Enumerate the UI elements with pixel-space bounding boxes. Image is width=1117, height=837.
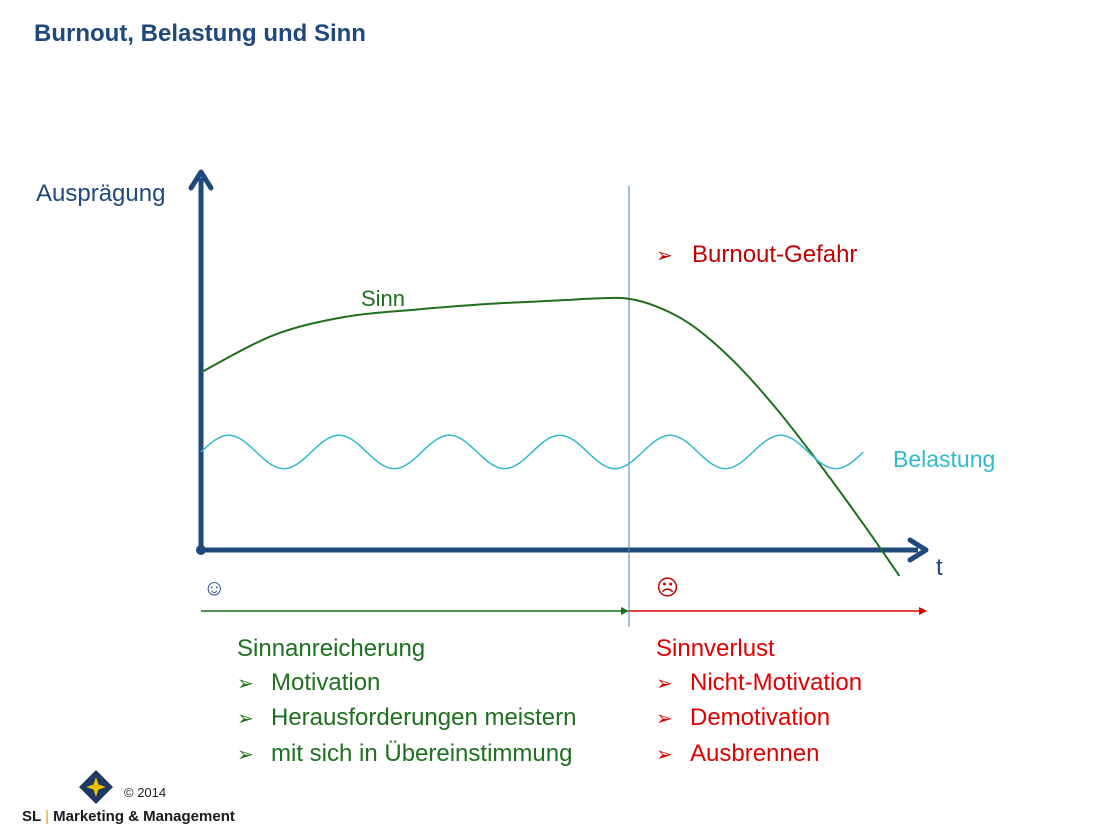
arrowhead-bullet-icon: ➢ xyxy=(656,245,673,267)
x-axis-arrowhead-icon xyxy=(907,537,929,563)
sinn-series-line xyxy=(200,296,901,577)
smiley-sad-icon: ☹ xyxy=(656,575,679,600)
company-logo-icon xyxy=(79,770,113,804)
burnout-warning-text: Burnout-Gefahr xyxy=(692,241,858,268)
list-item-text: Demotivation xyxy=(690,704,831,731)
brand-separator: | xyxy=(45,808,49,825)
page-title: Burnout, Belastung und Sinn xyxy=(34,20,366,47)
copyright-text: © 2014 xyxy=(124,785,167,800)
y-axis-label: Ausprägung xyxy=(36,180,166,207)
list-item-text: Herausforderungen meistern xyxy=(271,704,577,731)
list-heading: Sinnverlust xyxy=(656,635,775,662)
list-item: ➢ mit sich in Übereinstimmung xyxy=(237,737,577,773)
sinn-series-label: Sinn xyxy=(361,286,406,311)
axis-origin-dot xyxy=(196,545,206,555)
sinnverlust-list: Sinnverlust ➢ Nicht-Motivation ➢ Demotivat… xyxy=(656,632,862,772)
list-item: ➢ Ausbrennen xyxy=(656,737,862,773)
belastung-series-line xyxy=(200,434,864,470)
list-item-text: mit sich in Übereinstimmung xyxy=(271,739,573,767)
arrowhead-bullet-icon: ➢ xyxy=(237,672,254,695)
brand-name: Marketing & Management xyxy=(53,808,235,825)
list-item: ➢ Motivation xyxy=(237,666,577,702)
brand-initials: SL xyxy=(22,808,41,825)
belastung-series-label: Belastung xyxy=(893,446,996,472)
arrowhead-bullet-icon: ➢ xyxy=(237,743,254,766)
arrowhead-bullet-icon: ➢ xyxy=(237,708,254,730)
company-name: SL | Marketing & Management xyxy=(22,808,235,825)
sinnanreicherung-list: Sinnanreicherung ➢ Motivation ➢ Herausford… xyxy=(237,632,577,772)
list-item-text: Nicht-Motivation xyxy=(690,668,863,696)
list-item: ➢ Herausforderungen meistern xyxy=(237,701,577,737)
arrowhead-bullet-icon: ➢ xyxy=(656,708,673,730)
arrowhead-bullet-icon: ➢ xyxy=(656,672,673,695)
list-item-text: Ausbrennen xyxy=(690,739,820,767)
list-item: ➢ Demotivation xyxy=(656,701,862,737)
list-heading: Sinnanreicherung xyxy=(237,635,426,662)
smiley-happy-icon: ☺ xyxy=(203,575,226,600)
burnout-warning: ➢ Burnout-Gefahr xyxy=(656,241,857,269)
arrowhead-bullet-icon: ➢ xyxy=(656,743,673,766)
list-item-text: Motivation xyxy=(271,668,381,696)
list-item: ➢ Nicht-Motivation xyxy=(656,666,862,702)
x-axis-label: t xyxy=(936,554,943,581)
y-axis-arrowhead-icon xyxy=(188,169,214,191)
